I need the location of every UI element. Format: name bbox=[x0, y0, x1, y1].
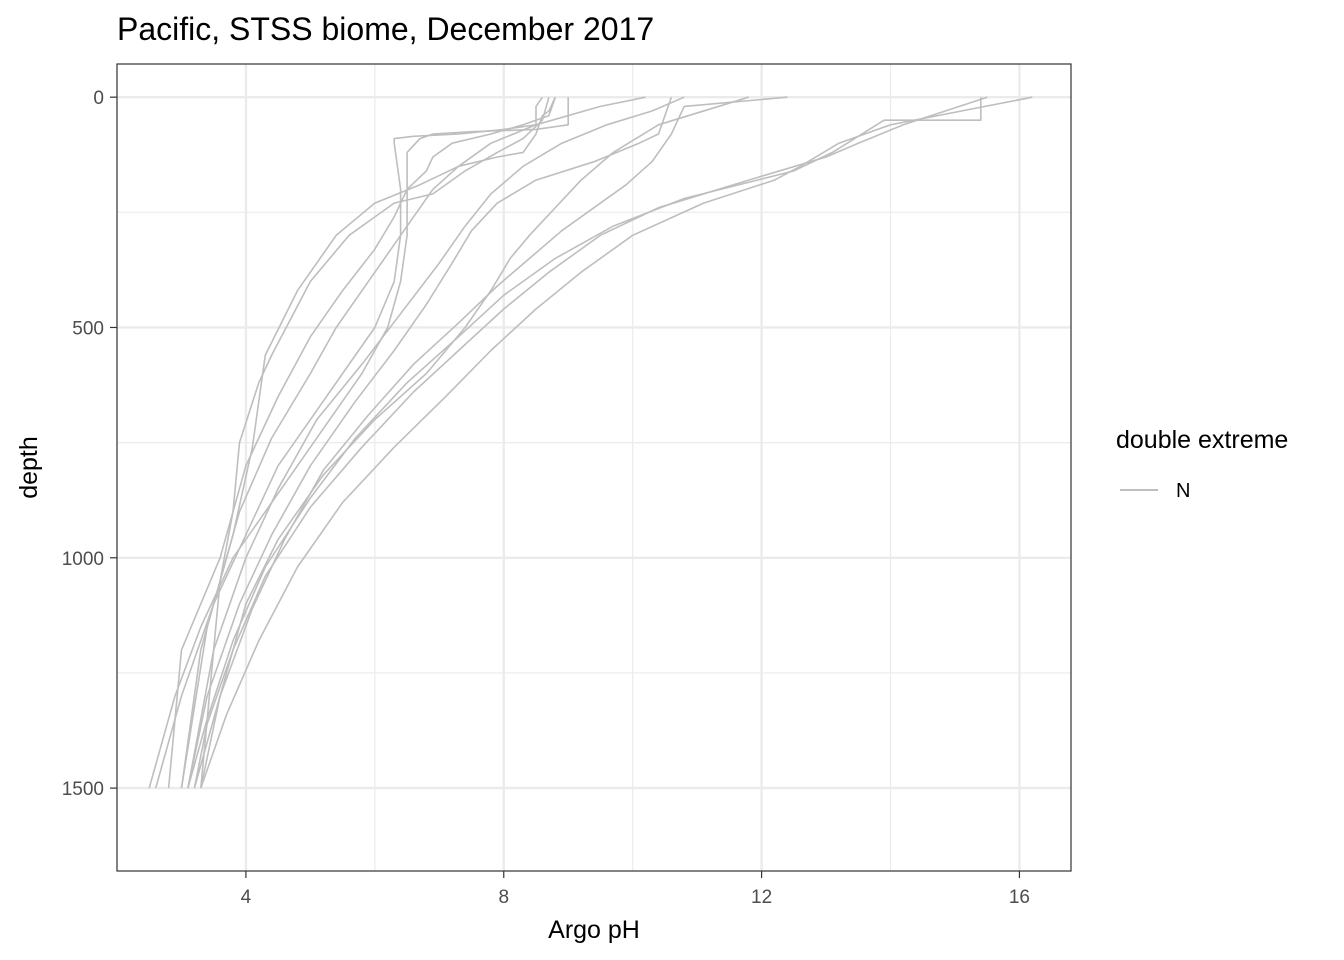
profile-line-9 bbox=[200, 96, 749, 789]
series-lines bbox=[148, 96, 1033, 789]
x-axis-title: Argo pH bbox=[548, 916, 640, 944]
profile-line-4 bbox=[180, 96, 557, 789]
panel-background bbox=[117, 64, 1071, 871]
profile-line-8 bbox=[187, 96, 685, 789]
y-tick-label: 1500 bbox=[62, 779, 104, 800]
x-tick-label: 12 bbox=[751, 887, 772, 908]
profile-line-11 bbox=[193, 96, 988, 789]
profile-line-2 bbox=[148, 97, 570, 789]
profile-line-7 bbox=[187, 96, 673, 789]
x-tick-label: 8 bbox=[498, 887, 509, 908]
profile-line-12 bbox=[187, 97, 982, 789]
legend-label-n: N bbox=[1176, 480, 1190, 502]
profile-line-3 bbox=[167, 96, 557, 789]
y-tick-label: 0 bbox=[93, 88, 104, 109]
x-tick-label: 16 bbox=[1009, 887, 1030, 908]
profile-line-6 bbox=[180, 96, 646, 789]
chart-title: Pacific, STSS biome, December 2017 bbox=[117, 11, 654, 47]
minor-gridlines bbox=[116, 64, 1071, 871]
panel-border bbox=[116, 63, 1072, 872]
x-tick-label: 4 bbox=[241, 887, 252, 908]
plot-panel bbox=[116, 63, 1072, 872]
y-axis: 0 500 1000 1500 bbox=[62, 88, 117, 800]
profile-line-13 bbox=[200, 96, 1033, 789]
legend-title: double extreme bbox=[1116, 426, 1288, 454]
y-tick-label: 500 bbox=[72, 318, 104, 339]
x-axis: 4 8 12 16 bbox=[241, 871, 1030, 908]
legend: double extreme N bbox=[1116, 426, 1288, 502]
y-tick-label: 1000 bbox=[62, 549, 104, 570]
y-axis-title: depth bbox=[15, 436, 43, 499]
profile-line-5 bbox=[200, 96, 550, 789]
